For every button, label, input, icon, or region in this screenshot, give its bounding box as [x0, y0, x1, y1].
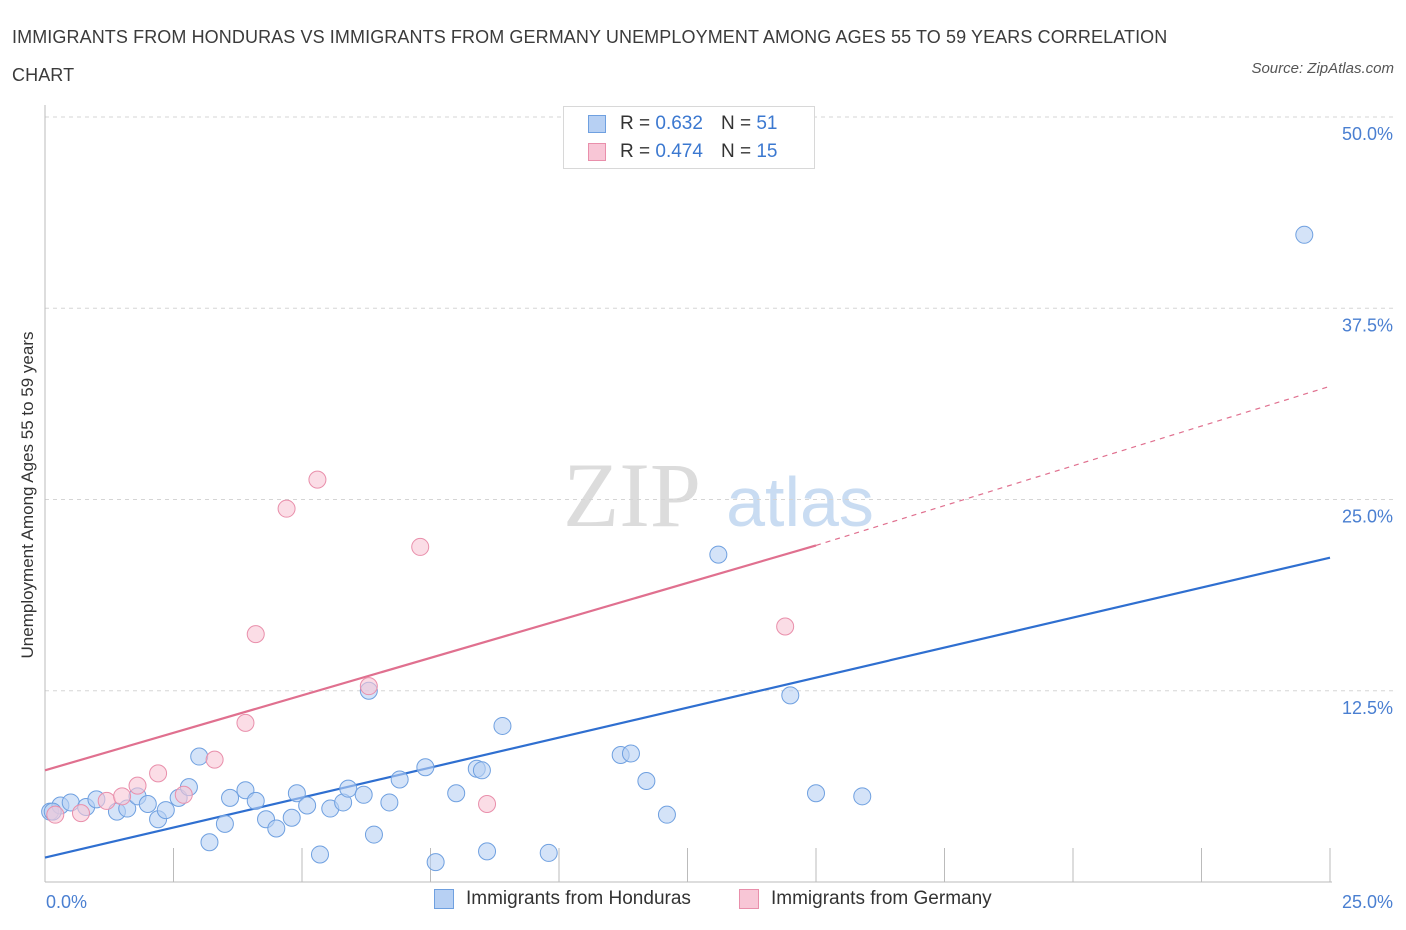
- germany-swatch: [588, 143, 606, 161]
- honduras-point: [190, 747, 209, 766]
- honduras-point: [416, 758, 435, 777]
- honduras-point: [138, 794, 157, 813]
- tick-labels: 12.5% 25.0% 37.5% 50.0% 0.0% 25.0%: [46, 124, 1393, 912]
- honduras-point: [310, 845, 329, 864]
- honduras-point: [637, 772, 656, 791]
- honduras-point: [807, 784, 825, 803]
- germany-point: [174, 785, 193, 804]
- legend-item-honduras[interactable]: Immigrants from Honduras: [434, 888, 691, 910]
- honduras-point: [215, 814, 234, 833]
- y-tick-label: 50.0%: [1342, 124, 1393, 144]
- r-value-honduras: 0.632: [655, 113, 703, 134]
- honduras-point: [156, 801, 175, 820]
- legend-item-germany[interactable]: Immigrants from Germany: [739, 888, 992, 910]
- honduras-point: [200, 833, 219, 852]
- germany-trend-line: [44, 544, 817, 772]
- r-label: R =: [620, 141, 651, 162]
- honduras-swatch: [588, 115, 606, 133]
- watermark-atlas: atlas: [726, 463, 874, 541]
- honduras-legend-swatch: [434, 889, 454, 909]
- germany-point: [478, 794, 497, 813]
- germany-point: [411, 537, 430, 556]
- honduras-point: [539, 843, 558, 862]
- data-points: [41, 225, 1314, 872]
- germany-point: [246, 625, 265, 644]
- axes: [44, 105, 1332, 883]
- honduras-point: [709, 545, 728, 564]
- honduras-point: [657, 805, 676, 824]
- n-value-honduras: 51: [756, 113, 778, 134]
- germany-legend-swatch: [739, 889, 759, 909]
- germany-point: [277, 499, 296, 518]
- honduras-trend-line: [44, 556, 1331, 859]
- source-label: Source: ZipAtlas.com: [1251, 60, 1394, 77]
- germany-point: [113, 787, 132, 806]
- honduras-point: [781, 686, 800, 705]
- legend-label-honduras: Immigrants from Honduras: [466, 888, 691, 909]
- honduras-point: [493, 716, 512, 735]
- honduras-point: [267, 819, 286, 838]
- n-label: N =: [720, 113, 752, 134]
- y-axis-label: Unemployment Among Ages 55 to 59 years: [18, 331, 37, 659]
- y-tick-label: 12.5%: [1342, 698, 1393, 718]
- germany-point: [128, 776, 147, 795]
- germany-point: [776, 617, 795, 636]
- honduras-point: [1295, 225, 1314, 244]
- honduras-point: [621, 744, 640, 763]
- honduras-point: [282, 808, 301, 827]
- honduras-point: [354, 785, 373, 804]
- germany-point: [308, 470, 327, 489]
- germany-point: [71, 804, 90, 823]
- y-tick-label: 25.0%: [1342, 507, 1393, 527]
- honduras-point: [472, 761, 491, 780]
- watermark-zip: ZIP: [563, 444, 701, 546]
- germany-point: [97, 791, 116, 810]
- stats-legend-box: R = 0.632 N = 51 R = 0.474 N = 15: [563, 106, 815, 169]
- honduras-point: [853, 787, 872, 806]
- honduras-point: [364, 825, 383, 844]
- legend-label-germany: Immigrants from Germany: [771, 888, 992, 909]
- n-value-germany: 15: [756, 141, 778, 162]
- germany-point: [149, 764, 168, 783]
- stats-row-germany: R = 0.474 N = 15: [588, 140, 777, 164]
- chart-title: IMMIGRANTS FROM HONDURAS VS IMMIGRANTS F…: [12, 27, 1168, 85]
- honduras-point: [298, 796, 317, 815]
- n-label: N =: [720, 141, 752, 162]
- germany-point: [359, 677, 378, 696]
- germany-trend-extension: [815, 385, 1331, 546]
- r-value-germany: 0.474: [655, 141, 703, 162]
- germany-point: [205, 750, 224, 769]
- grid-lines: [45, 116, 1395, 692]
- r-label: R =: [620, 113, 651, 134]
- honduras-point: [246, 791, 265, 810]
- germany-point: [236, 713, 255, 732]
- honduras-point: [447, 784, 466, 803]
- y-tick-label: 37.5%: [1342, 315, 1393, 335]
- honduras-point: [426, 853, 445, 872]
- honduras-point: [287, 784, 306, 803]
- honduras-point: [380, 793, 399, 812]
- honduras-point: [339, 779, 358, 798]
- honduras-point: [390, 770, 409, 789]
- honduras-point: [478, 842, 497, 861]
- honduras-point: [221, 788, 240, 807]
- germany-point: [46, 805, 65, 824]
- x-tick-label: 0.0%: [46, 892, 87, 912]
- x-tick-label: 25.0%: [1342, 892, 1393, 912]
- stats-row-honduras: R = 0.632 N = 51: [588, 112, 777, 136]
